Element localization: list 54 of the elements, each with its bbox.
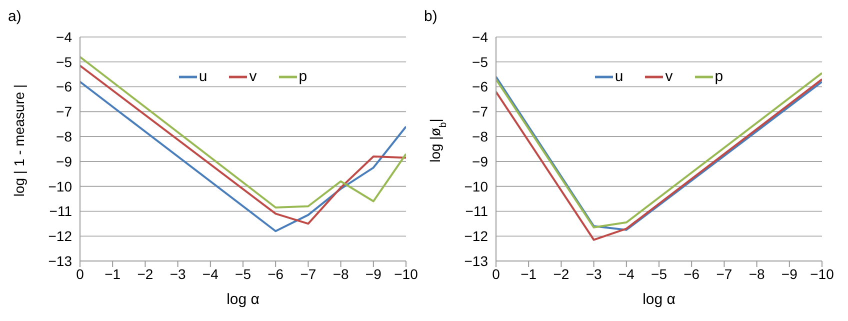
y-tick-label: −8 <box>56 128 72 145</box>
x-tick-label: −3 <box>586 266 602 282</box>
legend-label: v <box>248 68 257 85</box>
x-tick-label: 0 <box>76 266 84 282</box>
x-tick-label: −7 <box>300 266 316 282</box>
legend-label: u <box>198 68 208 85</box>
y-tick-label: −4 <box>56 28 72 45</box>
y-tick-label: −13 <box>464 252 488 269</box>
x-tick-label: −10 <box>810 266 834 282</box>
chart-title: b) <box>424 8 438 25</box>
y-tick-label: −7 <box>472 104 488 120</box>
y-tick-label: −5 <box>472 54 488 70</box>
x-tick-label: −8 <box>748 266 765 282</box>
x-tick-label: −5 <box>235 266 252 282</box>
y-tick-label: −7 <box>56 104 72 120</box>
x-tick-label: −1 <box>104 266 121 282</box>
x-tick-label: 0 <box>492 266 500 282</box>
x-tick-label: −5 <box>651 266 668 282</box>
legend-label: p <box>714 68 724 85</box>
legend-label: u <box>614 68 624 85</box>
x-tick-label: −6 <box>268 266 284 282</box>
x-tick-label: −2 <box>137 266 154 282</box>
x-tick-label: −8 <box>332 266 349 282</box>
y-tick-label: −6 <box>472 78 488 95</box>
y-tick-label: −10 <box>48 178 72 194</box>
x-tick-label: −3 <box>170 266 186 282</box>
y-tick-label: −12 <box>48 228 72 244</box>
x-tick-label: −4 <box>202 266 219 282</box>
y-tick-label: −8 <box>472 128 488 145</box>
chart-title: a) <box>8 8 22 25</box>
y-axis-title: log | 1 - measure | <box>11 84 27 197</box>
y-tick-label: −13 <box>48 252 72 269</box>
x-tick-label: −1 <box>520 266 537 282</box>
y-tick-label: −6 <box>56 78 72 95</box>
x-axis-title: log α <box>642 291 676 308</box>
y-tick-label: −11 <box>49 203 72 220</box>
y-tick-label: −10 <box>464 178 488 194</box>
x-tick-label: −2 <box>553 266 570 282</box>
x-tick-label: −10 <box>394 266 418 282</box>
x-tick-label: −7 <box>716 266 732 282</box>
x-tick-label: −9 <box>781 266 798 282</box>
y-tick-label: −9 <box>56 153 72 170</box>
y-tick-label: −9 <box>472 153 488 170</box>
x-tick-label: −9 <box>365 266 382 282</box>
y-tick-label: −4 <box>472 28 488 45</box>
y-tick-label: −12 <box>464 228 488 244</box>
line-series <box>80 56 406 208</box>
x-axis-title: log α <box>226 291 260 308</box>
x-tick-label: −4 <box>618 266 635 282</box>
legend-label: p <box>298 68 308 85</box>
x-tick-label: −6 <box>684 266 700 282</box>
legend-label: v <box>664 68 673 85</box>
y-tick-label: −11 <box>465 203 488 220</box>
y-tick-label: −5 <box>56 54 72 70</box>
